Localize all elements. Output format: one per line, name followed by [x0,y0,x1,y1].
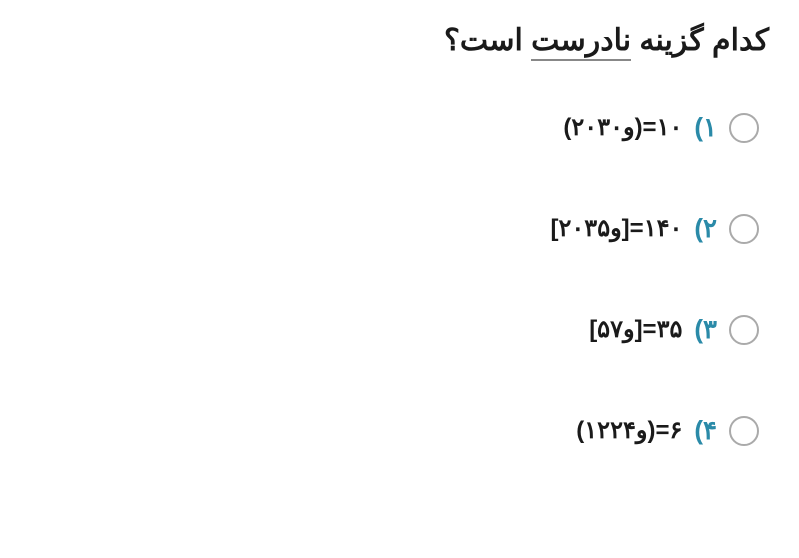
radio-icon[interactable] [729,113,759,143]
radio-icon[interactable] [729,214,759,244]
option-text: (۲۰و۳۰)=۱۰ [563,113,682,142]
radio-icon[interactable] [729,416,759,446]
option-row[interactable]: ۴) (۱۲و۲۴)=۶ [30,415,759,446]
option-text: [۵و۷]=۳۵ [589,315,682,344]
question-underlined: نادرست [531,24,631,61]
option-number: ۴) [694,415,717,446]
options-list: ۱) (۲۰و۳۰)=۱۰ ۲) [۲۰و۳۵]=۱۴۰ ۳) [۵و۷]=۳۵… [30,112,769,446]
option-number: ۳) [694,314,717,345]
option-text: [۲۰و۳۵]=۱۴۰ [551,214,683,243]
option-number: ۲) [694,213,717,244]
option-row[interactable]: ۳) [۵و۷]=۳۵ [30,314,759,345]
question-suffix: است؟ [444,24,531,57]
option-number: ۱) [694,112,717,143]
quiz-container: کدام گزینه نادرست است؟ ۱) (۲۰و۳۰)=۱۰ ۲) … [0,0,799,466]
question-text: کدام گزینه نادرست است؟ [30,20,769,62]
option-text: (۱۲و۲۴)=۶ [576,416,682,445]
option-row[interactable]: ۲) [۲۰و۳۵]=۱۴۰ [30,213,759,244]
option-row[interactable]: ۱) (۲۰و۳۰)=۱۰ [30,112,759,143]
question-prefix: کدام گزینه [631,24,769,57]
radio-icon[interactable] [729,315,759,345]
